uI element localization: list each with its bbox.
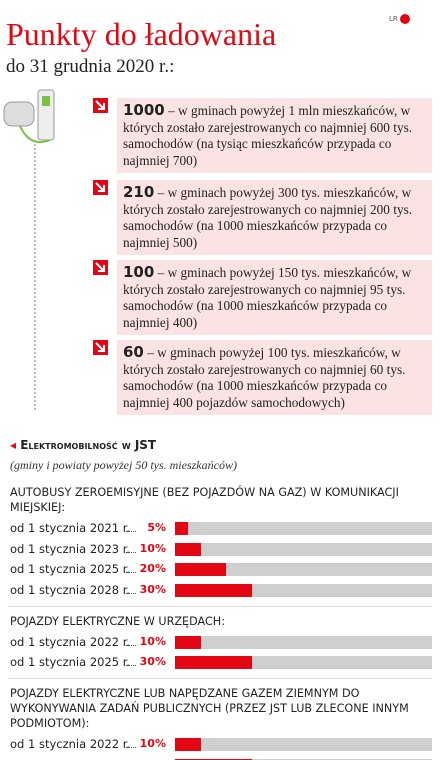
value-label: 30% xyxy=(139,655,166,669)
bar-track xyxy=(175,522,432,535)
bar-row: od 1 stycznia 2023 r. 10% xyxy=(0,539,440,560)
item-number: 60 xyxy=(123,343,144,361)
leader xyxy=(126,593,136,595)
category-label: od 1 stycznia 2025 r. xyxy=(10,758,130,760)
arrow xyxy=(95,100,105,110)
separator xyxy=(8,678,432,680)
arrow xyxy=(95,262,105,272)
leader xyxy=(126,572,136,574)
marker: ◂ xyxy=(10,438,21,452)
bar-track xyxy=(175,542,432,556)
category-label: od 1 stycznia 2022 r. xyxy=(10,634,131,649)
value-label: 10% xyxy=(139,737,166,751)
category-label: od 1 stycznia 2021 r. xyxy=(10,521,131,535)
bar xyxy=(175,758,253,760)
item-box: 100 – w gminach powyżej 150 tys. mieszka… xyxy=(117,260,432,335)
charger-light xyxy=(42,96,50,106)
item-number: 1000 xyxy=(123,101,165,119)
subtitle: do 31 grudnia 2020 r.: xyxy=(6,56,175,77)
category-label: od 1 stycznia 2023 r. xyxy=(10,541,131,556)
arrow xyxy=(95,342,105,352)
cable xyxy=(19,125,51,144)
item-box: 60 – w gminach powyżej 100 tys. mieszkań… xyxy=(117,340,432,415)
bar-track xyxy=(175,758,432,760)
bar xyxy=(175,656,253,670)
illustration xyxy=(3,89,55,410)
value-label: 30% xyxy=(139,583,166,597)
bar-track xyxy=(175,738,432,752)
value-label: 5% xyxy=(147,521,166,534)
bar-row: od 1 stycznia 2022 r. 10% xyxy=(0,632,440,653)
section-title-text: Elektromobilność w JST xyxy=(20,438,157,452)
bar-track xyxy=(175,563,432,577)
chart-title: AUTOBUSY ZEROEMISYJNE (BEZ POJAZDÓW NA G… xyxy=(10,486,399,514)
logo: LR xyxy=(389,14,410,24)
category-label: od 1 stycznia 2028 r. xyxy=(10,583,131,598)
bar-row: od 1 stycznia 2025 r. 30% xyxy=(0,755,440,760)
bar-row: od 1 stycznia 2025 r. 30% xyxy=(0,652,440,673)
bar-track xyxy=(175,656,432,670)
bar-track xyxy=(175,635,432,649)
bar xyxy=(175,584,253,598)
value-label: 30% xyxy=(140,758,166,760)
leader xyxy=(126,644,136,646)
separator xyxy=(8,605,432,607)
item-text: – w gminach powyżej 100 tys. mieszkańców… xyxy=(123,345,406,410)
charts: AUTOBUSY ZEROEMISYJNE (BEZ POJAZDÓW NA G… xyxy=(0,482,440,760)
section-title: ◂ Elektromobilność w JST xyxy=(10,438,156,452)
bar xyxy=(175,522,188,535)
bar-row: od 1 stycznia 2025 r. 20% xyxy=(0,559,440,580)
logo-mark xyxy=(400,14,410,24)
category-label: od 1 stycznia 2025 r. xyxy=(10,562,131,577)
item-box: 1000 – w gminach powyżej 1 mln mieszkańc… xyxy=(117,98,432,173)
logo-text: LR xyxy=(389,15,398,23)
item-number: 100 xyxy=(123,263,155,281)
bar xyxy=(175,738,201,752)
arrow-icon xyxy=(93,260,108,275)
item-text: – w gminach powyżej 1 mln mieszkańców, w… xyxy=(123,103,413,168)
item-text: – w gminach powyżej 300 tys. mieszkańców… xyxy=(123,185,413,250)
leader xyxy=(126,531,136,532)
item-text: – w gminach powyżej 150 tys. mieszkańców… xyxy=(123,265,412,330)
bar-row: od 1 stycznia 2021 r. 5% xyxy=(0,518,440,539)
value-label: 20% xyxy=(139,562,166,576)
value-label: 10% xyxy=(139,634,166,648)
category-label: od 1 stycznia 2022 r. xyxy=(10,737,131,752)
leader xyxy=(126,665,136,667)
bar-track xyxy=(175,584,432,598)
title: Punkty do ładowania xyxy=(6,16,277,52)
bar xyxy=(175,635,201,649)
item-number: 210 xyxy=(123,183,155,201)
category-label: od 1 stycznia 2025 r. xyxy=(10,655,131,670)
bar xyxy=(175,563,227,577)
arrow-icon xyxy=(93,98,108,113)
charger-body xyxy=(3,101,35,127)
leader xyxy=(126,551,136,553)
value-label: 10% xyxy=(139,541,166,555)
bar-row: od 1 stycznia 2028 r. 30% xyxy=(0,580,440,601)
arrow-icon xyxy=(93,180,108,195)
item-box: 210 – w gminach powyżej 300 tys. mieszka… xyxy=(117,180,432,255)
arrow xyxy=(95,182,105,192)
section-subtitle: (gminy i powiaty powyżej 50 tys. mieszka… xyxy=(10,458,237,472)
leader xyxy=(126,747,136,749)
bar xyxy=(175,542,201,556)
chart-title: POJAZDY ELEKTRYCZNE LUB NAPĘDZANE GAZEM … xyxy=(10,687,409,731)
bar-row: od 1 stycznia 2022 r. 10% xyxy=(0,734,440,755)
arrow-icon xyxy=(93,340,108,355)
chart-title: POJAZDY ELEKTRYCZNE W URZĘDACH: xyxy=(10,614,225,628)
